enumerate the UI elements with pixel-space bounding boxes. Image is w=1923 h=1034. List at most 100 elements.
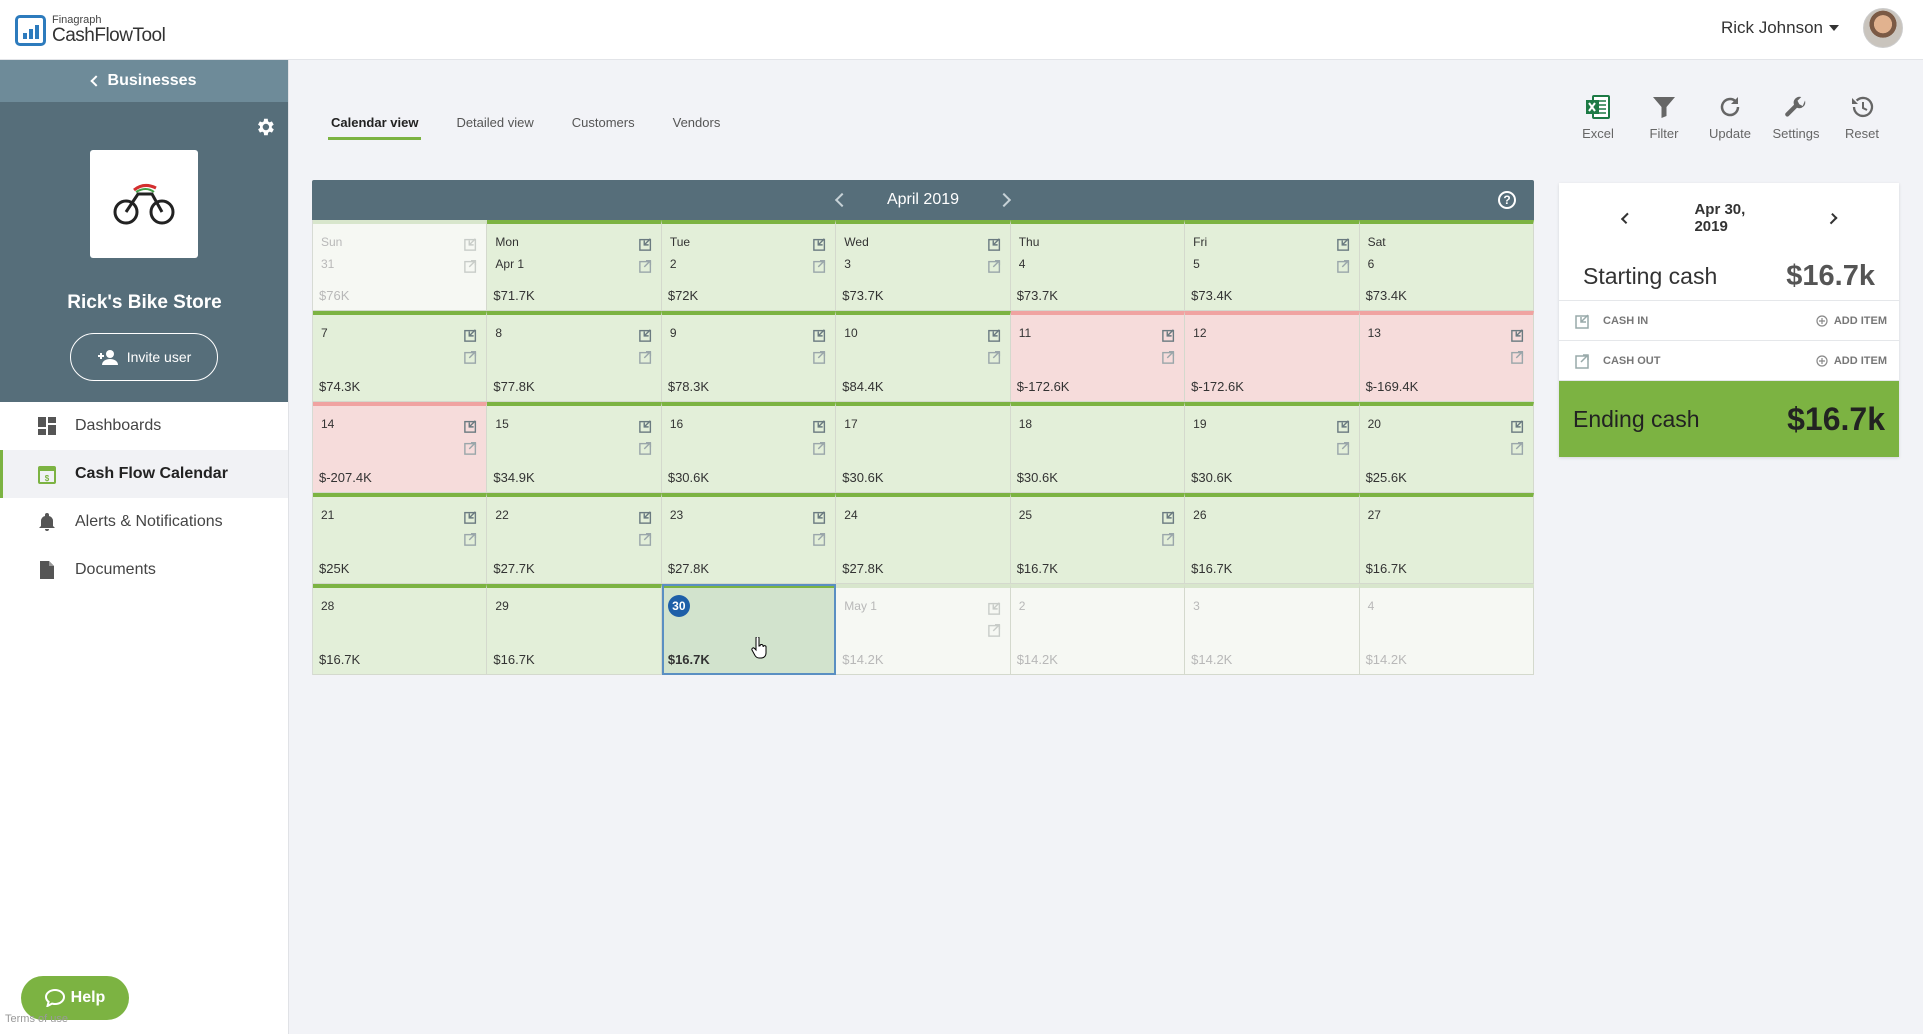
filter-button[interactable]: Filter [1631,94,1697,141]
app-logo[interactable]: Finagraph CashFlowTool [15,14,166,46]
cash-in-icon[interactable] [639,419,653,436]
calendar-day-cell[interactable]: 19 $30.6K [1185,402,1360,493]
cash-out-icon[interactable] [1336,259,1351,276]
cash-in-icon[interactable] [813,237,827,254]
calendar-day-cell[interactable]: Tue 2 $72K [661,220,837,311]
calendar-day-cell[interactable]: Wed 3 $73.7K [836,220,1011,311]
businesses-label[interactable]: Businesses [107,72,197,89]
gear-icon[interactable] [254,116,276,138]
calendar-day-cell[interactable]: 2 $14.2K [1010,584,1186,675]
settings-button[interactable]: Settings [1763,94,1829,141]
cash-out-icon[interactable] [1511,350,1525,367]
calendar-day-cell[interactable]: 17 $30.6K [836,402,1011,493]
nav-item-documents[interactable]: Documents [0,546,288,594]
cash-out-icon[interactable] [464,259,478,276]
cash-in-icon[interactable] [987,237,1002,254]
calendar-day-cell[interactable]: 22 $27.7K [487,493,662,584]
cash-out-icon[interactable] [639,441,653,458]
cash-in-icon[interactable] [1336,237,1351,254]
calendar-day-cell[interactable]: 20 $25.6K [1359,402,1534,493]
calendar-day-cell[interactable]: 25 $16.7K [1010,493,1186,584]
tab-calendar-view[interactable]: Calendar view [328,103,422,140]
cash-in-icon[interactable] [1511,328,1525,345]
cash-in-icon[interactable] [639,328,653,345]
cash-out-icon[interactable] [639,259,653,276]
cash-in-icon[interactable] [1511,419,1525,436]
tab-vendors[interactable]: Vendors [672,115,721,130]
calendar-day-cell[interactable]: 9 $78.3K [661,311,837,402]
cash-out-icon[interactable] [1162,532,1176,549]
help-button[interactable]: Help [21,976,129,1020]
calendar-day-cell[interactable]: Sun 31 $76K [313,220,488,311]
cash-out-icon[interactable] [987,623,1002,640]
calendar-day-cell[interactable]: 18 $30.6K [1010,402,1186,493]
cash-out-icon[interactable] [639,350,653,367]
user-menu[interactable]: Rick Johnson [1721,8,1903,48]
calendar-day-cell[interactable]: 28 $16.7K [313,584,488,675]
calendar-day-cell[interactable]: Thu 4 $73.7K [1010,220,1186,311]
calendar-day-cell[interactable]: 30 $16.7K [661,584,837,675]
calendar-day-cell[interactable]: 8 $77.8K [487,311,662,402]
cash-in-icon[interactable] [464,510,478,527]
cash-in-icon[interactable] [813,419,827,436]
calendar-day-cell[interactable]: 12 $-172.6K [1185,311,1360,402]
cash-in-icon[interactable] [464,237,478,254]
calendar-day-cell[interactable]: Fri 5 $73.4K [1185,220,1360,311]
calendar-day-cell[interactable]: May 1 $14.2K [836,584,1011,675]
calendar-day-cell[interactable]: 11 $-172.6K [1010,311,1186,402]
calendar-day-cell[interactable]: 14 $-207.4K [313,402,488,493]
calendar-day-cell[interactable]: 7 $74.3K [313,311,488,402]
caret-down-icon[interactable] [1829,25,1839,31]
cash-out-icon[interactable] [813,441,827,458]
tab-customers[interactable]: Customers [571,115,635,130]
calendar-day-cell[interactable]: 16 $30.6K [661,402,837,493]
cash-in-icon[interactable] [464,419,478,436]
next-month-icon[interactable] [996,192,1012,208]
cash-in-icon[interactable] [639,237,653,254]
calendar-day-cell[interactable]: 27 $16.7K [1359,493,1534,584]
cash-out-icon[interactable] [464,441,478,458]
calendar-day-cell[interactable]: 26 $16.7K [1185,493,1360,584]
cash-in-icon[interactable] [813,510,827,527]
prev-day-icon[interactable] [1620,212,1633,224]
businesses-back-link[interactable]: Businesses [0,60,288,102]
add-cash-out-button[interactable]: ADD ITEM [1816,355,1887,367]
next-day-icon[interactable] [1825,212,1838,224]
terms-link[interactable]: Terms of use [5,1013,68,1025]
calendar-day-cell[interactable]: 15 $34.9K [487,402,662,493]
nav-item-dashboards[interactable]: Dashboards [0,402,288,450]
calendar-day-cell[interactable]: 23 $27.8K [661,493,837,584]
help-question-icon[interactable]: ? [1498,191,1516,209]
cash-out-icon[interactable] [987,259,1002,276]
user-name[interactable]: Rick Johnson [1720,18,1823,37]
cash-in-icon[interactable] [987,601,1002,618]
cash-out-icon[interactable] [639,532,653,549]
cash-out-icon[interactable] [813,532,827,549]
tab-detailed-view[interactable]: Detailed view [456,115,534,130]
cash-out-icon[interactable] [813,259,827,276]
avatar[interactable] [1863,8,1903,48]
cash-in-icon[interactable] [1162,328,1176,345]
prev-month-icon[interactable] [834,192,850,208]
calendar-day-cell[interactable]: 24 $27.8K [836,493,1011,584]
calendar-day-cell[interactable]: 29 $16.7K [487,584,662,675]
cash-out-icon[interactable] [464,350,478,367]
calendar-day-cell[interactable]: 21 $25K [313,493,488,584]
calendar-day-cell[interactable]: 4 $14.2K [1359,584,1534,675]
calendar-day-cell[interactable]: 13 $-169.4K [1359,311,1534,402]
add-cash-in-button[interactable]: ADD ITEM [1816,315,1887,327]
cash-in-icon[interactable] [813,328,827,345]
nav-item-alerts[interactable]: Alerts & Notifications [0,498,288,546]
calendar-day-cell[interactable]: Mon Apr 1 $71.7K [487,220,662,311]
cash-in-icon[interactable] [987,328,1002,345]
cash-in-icon[interactable] [1336,419,1351,436]
calendar-day-cell[interactable]: 10 $84.4K [836,311,1011,402]
invite-user-button[interactable]: Invite user [70,333,218,381]
nav-item-cash-flow-calendar[interactable]: $ Cash Flow Calendar [0,450,288,498]
reset-button[interactable]: Reset [1829,94,1895,141]
cash-in-icon[interactable] [639,510,653,527]
cash-out-icon[interactable] [1336,441,1351,458]
update-button[interactable]: Update [1697,94,1763,141]
cash-out-icon[interactable] [1162,350,1176,367]
excel-button[interactable]: Excel [1565,94,1631,141]
